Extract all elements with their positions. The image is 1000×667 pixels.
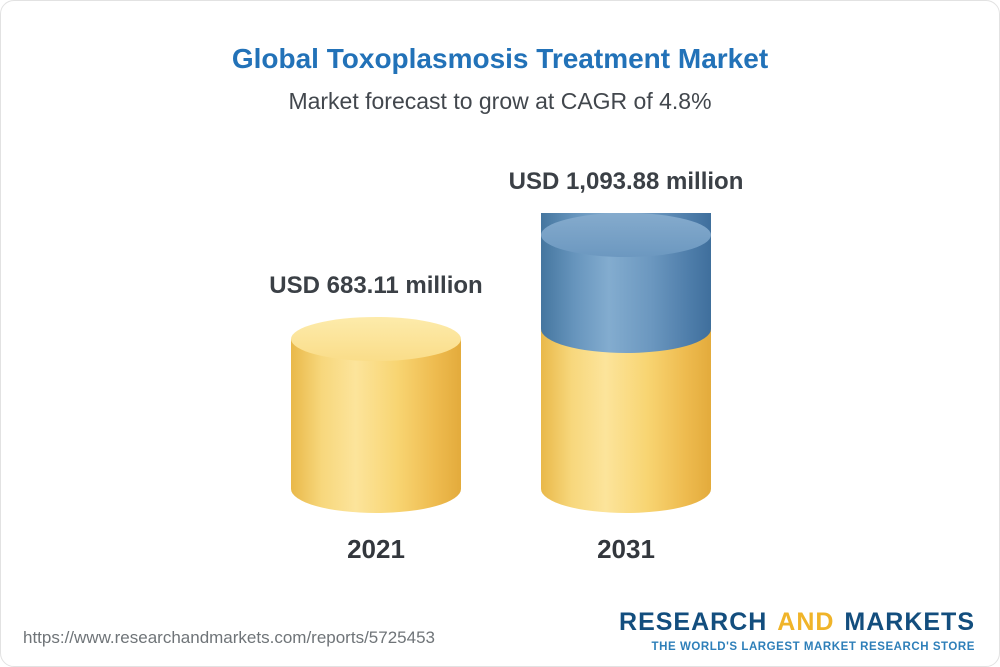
value-label-2031: USD 1,093.88 million xyxy=(508,168,744,195)
report-url: https://www.researchandmarkets.com/repor… xyxy=(23,628,435,647)
bar-2031-cylinder xyxy=(541,213,711,513)
research-and-markets-logo: RESEARCH AND MARKETS THE WORLD'S LARGEST… xyxy=(619,608,975,653)
chart-title: Global Toxoplasmosis Treatment Market xyxy=(231,43,769,74)
logo-word-markets: MARKETS xyxy=(844,608,975,636)
bar-2021-body xyxy=(291,339,461,513)
value-label-2021: USD 683.11 million xyxy=(269,272,483,299)
logo-word-research: RESEARCH xyxy=(619,608,768,636)
bar-2021-top-ellipse xyxy=(291,317,461,361)
bar-2031-blue-top-ellipse xyxy=(541,213,711,257)
category-label-2031: 2031 xyxy=(597,534,655,564)
logo-tagline: THE WORLD'S LARGEST MARKET RESEARCH STOR… xyxy=(651,641,975,653)
logo-word-and: AND xyxy=(777,608,835,636)
bar-2031-blue-segment xyxy=(541,213,711,353)
logo-wordmark: RESEARCH AND MARKETS xyxy=(619,608,975,637)
category-label-2021: 2021 xyxy=(347,534,405,564)
bar-2021-cylinder xyxy=(291,317,461,513)
chart-subtitle: Market forecast to grow at CAGR of 4.8% xyxy=(288,88,712,114)
